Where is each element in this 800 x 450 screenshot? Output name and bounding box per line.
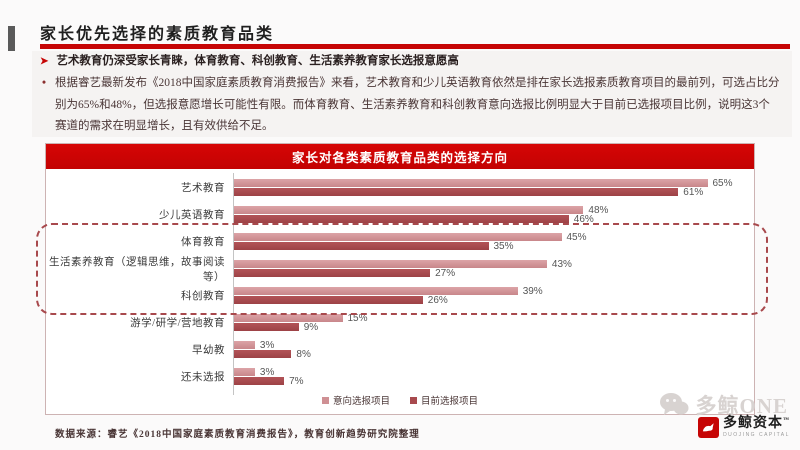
watermark: 多鲸ONE xyxy=(659,390,788,420)
bar-value-label: 3% xyxy=(259,366,275,378)
bar-value-label: 43% xyxy=(551,258,572,270)
bar-value-label: 26% xyxy=(427,294,448,306)
bar-intended xyxy=(233,206,584,214)
chart-rows: 艺术教育 65% 61% 少儿英语教育 48% 46% 体育教育 45% 35% 生活素养教育（逻… xyxy=(46,169,754,395)
legend-swatch-light xyxy=(321,396,329,404)
legend-label: 意向选报项目 xyxy=(332,397,390,407)
category-label: 体育教育 xyxy=(181,237,225,248)
bar-intended xyxy=(233,287,518,295)
detail-point-text: 根据睿艺最新发布《2018中国家庭素质教育消费报告》来看，艺术教育和少儿英语教育… xyxy=(55,77,780,132)
title-accent-bar xyxy=(8,26,15,51)
bar-value-label: 8% xyxy=(296,348,311,360)
chart-row: 还未选报 3% 7% xyxy=(46,363,754,390)
bar-value-label: 27% xyxy=(435,267,456,279)
legend-item-intended: 意向选报项目 xyxy=(321,393,390,407)
title-underline xyxy=(40,44,790,49)
bar-intended xyxy=(233,368,255,376)
watermark-text: 多鲸ONE xyxy=(695,394,788,418)
chart-row: 体育教育 45% 35% xyxy=(46,228,754,255)
bar-value-label: 65% xyxy=(712,177,733,189)
bar-current xyxy=(233,188,679,196)
bar-intended xyxy=(233,260,547,268)
bar-intended xyxy=(233,233,562,241)
bar-value-label: 7% xyxy=(289,375,304,387)
chart-row: 生活素养教育（逻辑思维，故事阅读等） 43% 27% xyxy=(46,255,754,283)
chart-legend: 意向选报项目 目前选报项目 xyxy=(46,393,754,407)
bar-current xyxy=(233,215,569,223)
chart-title: 家长对各类素质教育品类的选择方向 xyxy=(46,144,754,169)
category-label: 艺术教育 xyxy=(181,183,225,194)
bar-current xyxy=(233,323,299,331)
summary-block: ➤ 艺术教育仍深受家长青睐，体育教育、科创教育、生活素养教育家长选报意愿高 • … xyxy=(32,51,792,137)
brand-logo: 多鲸资本™ DUOJING CAPITAL xyxy=(698,417,790,438)
brand-name: 多鲸资本™ xyxy=(723,416,790,431)
dot-bullet-icon: • xyxy=(42,77,47,89)
brand-subtitle: DUOJING CAPITAL xyxy=(723,432,790,438)
bar-intended xyxy=(233,314,343,322)
page-title: 家长优先选择的素质教育品类 xyxy=(40,26,275,43)
chart-row: 少儿英语教育 48% 46% xyxy=(46,201,754,228)
bar-intended xyxy=(233,179,708,187)
detail-point: • 根据睿艺最新发布《2018中国家庭素质教育消费报告》来看，艺术教育和少儿英语… xyxy=(40,73,780,138)
trademark-symbol: ™ xyxy=(783,417,790,424)
bar-value-label: 15% xyxy=(347,312,368,324)
chart-row: 科创教育 39% 26% xyxy=(46,282,754,309)
bar-value-label: 39% xyxy=(522,285,543,297)
bar-value-label: 35% xyxy=(493,240,514,252)
bar-value-label: 3% xyxy=(259,339,275,351)
bar-current xyxy=(233,377,285,385)
category-label: 早幼教 xyxy=(192,345,225,356)
bar-current xyxy=(233,242,489,250)
bar-value-label: 48% xyxy=(588,204,609,216)
bar-intended xyxy=(233,341,255,349)
key-point: ➤ 艺术教育仍深受家长青睐，体育教育、科创教育、生活素养教育家长选报意愿高 xyxy=(40,53,792,70)
category-label: 少儿英语教育 xyxy=(159,210,225,221)
key-point-text: 艺术教育仍深受家长青睐，体育教育、科创教育、生活素养教育家长选报意愿高 xyxy=(56,55,459,67)
whale-logo-icon xyxy=(698,417,719,438)
chart-row: 游学/研学/营地教育 15% 9% xyxy=(46,309,754,336)
data-source-note: 数据来源：睿艺《2018中国家庭素质教育消费报告》，教育创新趋势研究院整理 xyxy=(55,430,420,440)
legend-item-current: 目前选报项目 xyxy=(410,393,478,407)
legend-label: 目前选报项目 xyxy=(421,397,479,407)
category-label: 科创教育 xyxy=(181,291,225,302)
chart-panel: 家长对各类素质教育品类的选择方向 艺术教育 65% 61% 少儿英语教育 48% 46% 体… xyxy=(45,143,755,415)
y-axis-line xyxy=(233,173,234,395)
wechat-icon xyxy=(660,393,689,415)
bar-value-label: 46% xyxy=(573,213,594,225)
bar-value-label: 61% xyxy=(683,186,704,198)
bar-current xyxy=(233,296,423,304)
category-label: 生活素养教育（逻辑思维，故事阅读等） xyxy=(49,256,225,283)
category-label: 还未选报 xyxy=(181,372,225,383)
bar-value-label: 9% xyxy=(303,321,319,333)
bar-current xyxy=(233,269,431,277)
bar-current xyxy=(233,350,292,358)
chart-row: 早幼教 3% 8% xyxy=(46,336,754,363)
bar-value-label: 45% xyxy=(566,231,587,243)
legend-swatch-dark xyxy=(410,396,417,404)
category-label: 游学/研学/营地教育 xyxy=(130,318,225,329)
chart-row: 艺术教育 65% 61% xyxy=(46,174,754,201)
arrow-bullet-icon: ➤ xyxy=(40,56,49,67)
